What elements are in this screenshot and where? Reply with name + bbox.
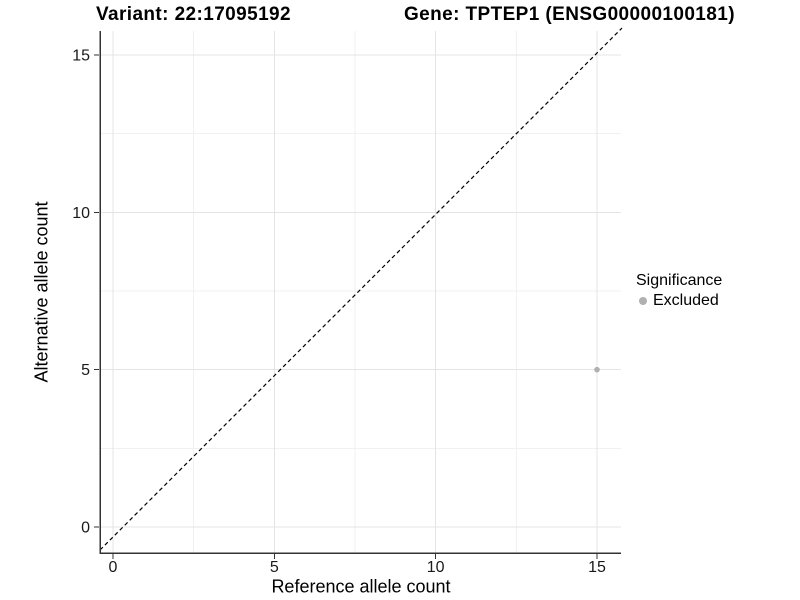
data-point bbox=[594, 366, 600, 373]
x-tick-label: 5 bbox=[270, 559, 279, 576]
legend: Significance Excluded bbox=[636, 272, 722, 309]
plot-title-gene: Gene: TPTEP1 (ENSG00000100181) bbox=[404, 4, 735, 25]
y-tick-label: 10 bbox=[72, 205, 90, 222]
plot-title-variant: Variant: 22:17095192 bbox=[96, 4, 291, 25]
y-axis-title: Alternative allele count bbox=[31, 201, 52, 383]
x-tick-label: 10 bbox=[427, 559, 445, 576]
x-tick-label: 15 bbox=[588, 559, 606, 576]
x-axis-title: Reference allele count bbox=[271, 576, 451, 597]
y-tick-label: 5 bbox=[81, 362, 90, 379]
y-tick-label: 0 bbox=[81, 520, 90, 537]
x-tick-label: 0 bbox=[109, 559, 118, 576]
legend-key-dot-icon bbox=[639, 296, 647, 305]
legend-title: Significance bbox=[636, 272, 723, 289]
legend-entry-label: Excluded bbox=[653, 292, 719, 309]
y-tick-label: 15 bbox=[72, 47, 90, 64]
identity-dashed-line bbox=[99, 27, 623, 551]
legend-entry-excluded: Excluded bbox=[636, 292, 722, 309]
